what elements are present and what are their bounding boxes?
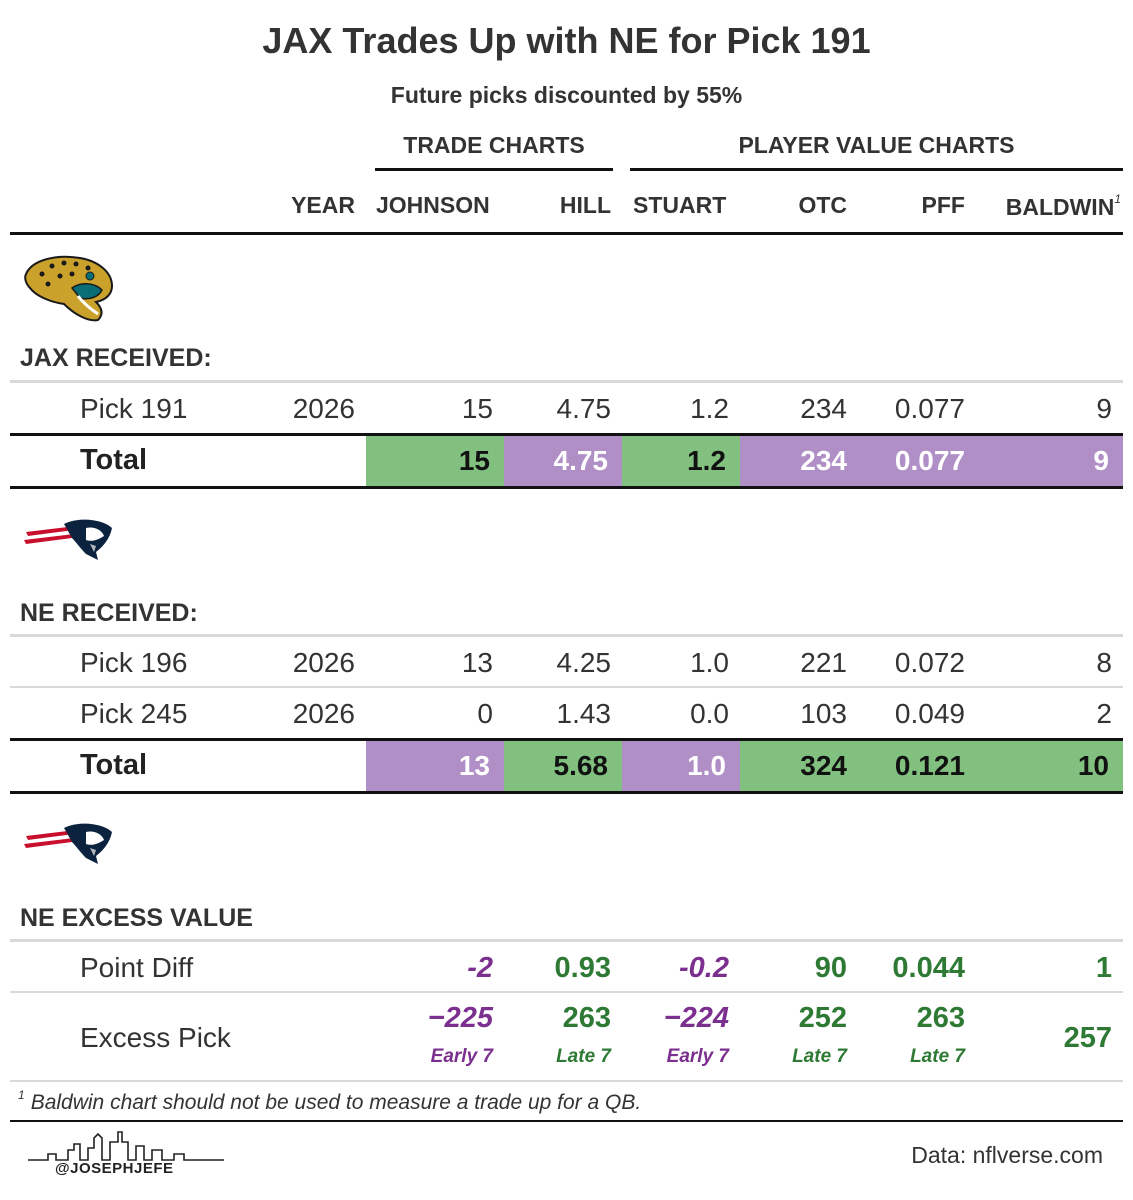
group-underline-player-value-charts [630, 168, 1123, 171]
total-ne-johnson: 13 [366, 741, 504, 791]
section-rule-ne [10, 634, 1123, 637]
footnote-text: Baldwin chart should not be used to meas… [30, 1091, 642, 1114]
cell-excess-pick-hill: 263 [562, 1002, 611, 1034]
group-underline-trade-charts [375, 168, 613, 171]
cell-excess-pick-stuart: −224 [663, 1002, 729, 1034]
header-rule [10, 232, 1123, 235]
footnote-mark: 1 [18, 1088, 25, 1102]
jaguars-logo-icon [22, 252, 116, 327]
total-top-rule-jax [10, 433, 1123, 436]
chart-subtitle: Future picks discounted by 55% [390, 82, 743, 108]
total-label-ne: Total [80, 749, 148, 781]
total-jax-hill: 4.75 [504, 436, 622, 486]
total-label-jax: Total [80, 444, 148, 476]
total-jax-baldwin: 9 [979, 436, 1123, 486]
total-ne-baldwin: 10 [979, 741, 1123, 791]
cell-pick-191-baldwin: 9 [1096, 393, 1112, 424]
data-source: Data: nflverse.com [911, 1142, 1103, 1168]
row-divider-excess [10, 991, 1123, 993]
section-label-ne-received: NE RECEIVED: [20, 599, 198, 627]
cell-pick-191-hill: 4.75 [556, 393, 612, 424]
cell-point-diff-otc: 90 [814, 952, 847, 984]
cell-excess-pick-otc: 252 [798, 1002, 847, 1034]
footnote: 1 Baldwin chart should not be used to mea… [18, 1088, 641, 1115]
round-note-otc: Late 7 [792, 1046, 847, 1067]
row-label-pick-196: Pick 196 [80, 647, 188, 678]
total-jax-otc: 234 [740, 436, 861, 486]
footer-rule [10, 1120, 1123, 1122]
round-note-johnson: Early 7 [430, 1046, 493, 1067]
row-label-point-diff: Point Diff [80, 952, 194, 983]
round-note-stuart: Early 7 [666, 1046, 729, 1067]
cell-pick-245-johnson: 0 [477, 698, 493, 729]
column-header-hill: HILL [559, 192, 611, 218]
row-label-excess-pick: Excess Pick [80, 1022, 231, 1053]
column-header-otc: OTC [798, 192, 847, 218]
cell-point-diff-stuart: -0.2 [679, 952, 729, 984]
cell-pick-245-year: 2026 [292, 698, 355, 729]
total-top-rule-ne [10, 738, 1123, 741]
total-ne-hill: 5.68 [504, 741, 622, 791]
row-divider-ne [10, 686, 1123, 688]
cell-pick-245-hill: 1.43 [556, 698, 612, 729]
cell-pick-196-hill: 4.25 [556, 647, 612, 678]
cell-pick-196-stuart: 1.0 [690, 647, 729, 678]
cell-point-diff-baldwin: 1 [1095, 952, 1112, 984]
row-label-pick-191: Pick 191 [80, 393, 188, 424]
footnote-rule [10, 1080, 1123, 1082]
section-label-jax-received: JAX RECEIVED: [20, 344, 212, 372]
total-ne-pff: 0.121 [861, 741, 979, 791]
row-label-pick-245: Pick 245 [80, 698, 188, 729]
round-note-hill: Late 7 [556, 1046, 611, 1067]
column-header-year: YEAR [291, 192, 355, 218]
cell-excess-pick-pff: 263 [916, 1002, 965, 1034]
total-bottom-rule-ne [10, 791, 1123, 794]
cell-point-diff-hill: 0.93 [554, 952, 611, 984]
cell-pick-191-year: 2026 [292, 393, 355, 424]
column-header-stuart: STUART [633, 192, 727, 218]
baldwin-footnote-mark: 1 [1114, 192, 1121, 206]
total-bottom-rule-jax [10, 486, 1123, 489]
cell-pick-245-baldwin: 2 [1096, 698, 1112, 729]
patriots-logo-icon [24, 822, 114, 871]
chart-title: JAX Trades Up with NE for Pick 191 [262, 20, 871, 61]
cell-point-diff-johnson: -2 [467, 952, 493, 984]
total-jax-pff: 0.077 [861, 436, 979, 486]
column-header-pff: PFF [921, 192, 965, 218]
cell-pick-191-otc: 234 [800, 393, 847, 424]
cell-pick-196-baldwin: 8 [1096, 647, 1112, 678]
cell-pick-196-pff: 0.072 [894, 647, 965, 678]
total-ne-otc: 324 [740, 741, 861, 791]
cell-pick-245-pff: 0.049 [894, 698, 965, 729]
cell-pick-245-stuart: 0.0 [690, 698, 729, 729]
author-handle: @JOSEPHJEFE [55, 1160, 174, 1177]
column-header-baldwin: BALDWIN1 [975, 192, 1121, 221]
cell-pick-196-johnson: 13 [461, 647, 493, 678]
cell-pick-196-otc: 221 [800, 647, 847, 678]
cell-pick-245-otc: 103 [800, 698, 847, 729]
cell-point-diff-pff: 0.044 [892, 952, 965, 984]
group-label-trade-charts: TRADE CHARTS [403, 132, 585, 158]
column-header-baldwin-label: BALDWIN [1005, 194, 1115, 220]
total-jax-stuart: 1.2 [622, 436, 740, 486]
cell-pick-191-stuart: 1.2 [690, 393, 729, 424]
skyline-icon [28, 1130, 224, 1169]
section-rule-jax [10, 380, 1123, 383]
total-jax-johnson: 15 [366, 436, 504, 486]
section-label-ne-excess-value: NE EXCESS VALUE [20, 904, 253, 932]
column-header-johnson: JOHNSON [376, 192, 490, 218]
cell-pick-196-year: 2026 [292, 647, 355, 678]
group-label-player-value-charts: PLAYER VALUE CHARTS [738, 132, 1015, 158]
section-rule-excess [10, 939, 1123, 942]
cell-excess-pick-johnson: −225 [427, 1002, 493, 1034]
cell-excess-pick-baldwin: 257 [1063, 1022, 1112, 1054]
total-ne-stuart: 1.0 [622, 741, 740, 791]
round-note-pff: Late 7 [910, 1046, 965, 1067]
cell-pick-191-pff: 0.077 [894, 393, 965, 424]
patriots-logo-icon [24, 518, 114, 567]
cell-pick-191-johnson: 15 [461, 393, 493, 424]
